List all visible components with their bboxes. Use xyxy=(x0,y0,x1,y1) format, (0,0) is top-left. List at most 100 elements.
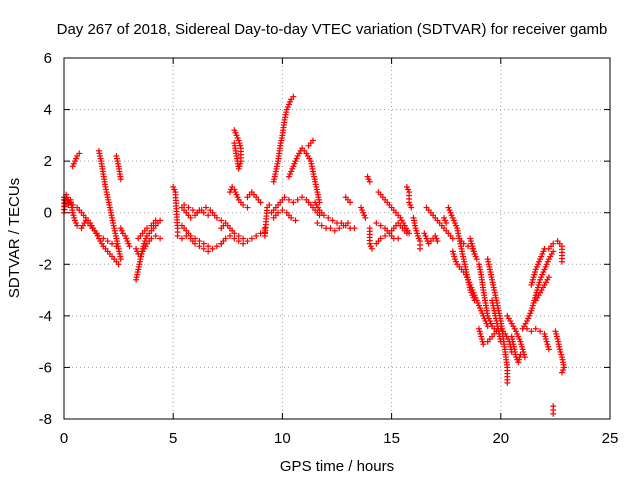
data-point xyxy=(69,201,76,208)
data-point xyxy=(200,245,207,252)
data-point xyxy=(347,199,354,206)
data-point xyxy=(213,243,220,250)
data-point xyxy=(550,248,557,255)
data-point xyxy=(299,194,306,201)
data-point xyxy=(117,176,124,183)
data-point xyxy=(209,245,216,252)
data-point xyxy=(187,214,194,221)
data-point xyxy=(517,351,524,358)
gridlines xyxy=(64,58,610,419)
data-point xyxy=(480,341,487,348)
data-point xyxy=(377,235,384,242)
data-point xyxy=(207,207,214,214)
data-point xyxy=(174,232,181,239)
data-point xyxy=(266,201,273,208)
data-point xyxy=(288,214,295,221)
data-point xyxy=(331,227,338,234)
data-points xyxy=(61,93,568,417)
data-point xyxy=(157,235,164,242)
y-tick-label: -2 xyxy=(39,256,52,273)
data-point xyxy=(231,230,238,237)
data-point xyxy=(222,235,229,242)
data-point xyxy=(497,338,504,345)
data-point xyxy=(395,235,402,242)
data-point xyxy=(148,235,155,242)
data-point xyxy=(117,256,124,263)
data-point xyxy=(473,256,480,263)
data-point xyxy=(231,140,238,147)
x-tick-label: 20 xyxy=(492,430,509,447)
data-point xyxy=(200,240,207,247)
y-axis-label: SDTVAR / TECUs xyxy=(6,178,23,298)
data-point xyxy=(550,410,557,417)
data-point xyxy=(196,243,203,250)
data-point xyxy=(292,217,299,224)
data-point xyxy=(257,199,264,206)
data-point xyxy=(336,225,343,232)
data-point xyxy=(244,238,251,245)
data-point xyxy=(382,232,389,239)
y-tick-label: 4 xyxy=(44,102,52,119)
data-point xyxy=(235,232,242,239)
data-point xyxy=(325,214,332,221)
data-point xyxy=(351,225,358,232)
data-point xyxy=(460,240,467,247)
data-point xyxy=(248,235,255,242)
data-point xyxy=(253,232,260,239)
data-point xyxy=(504,379,511,386)
data-point xyxy=(318,222,325,229)
data-point xyxy=(113,243,120,250)
data-point xyxy=(240,235,247,242)
data-point xyxy=(329,217,336,224)
data-point xyxy=(377,222,384,229)
data-point xyxy=(205,212,212,219)
x-tick-label: 15 xyxy=(383,430,400,447)
chart-title: Day 267 of 2018, Sidereal Day-to-day VTE… xyxy=(57,21,608,38)
data-point xyxy=(183,232,190,239)
data-point xyxy=(181,201,188,208)
data-point xyxy=(285,196,292,203)
data-point xyxy=(240,240,247,247)
data-point xyxy=(344,220,351,227)
data-point xyxy=(100,235,107,242)
data-point xyxy=(309,137,316,144)
data-point xyxy=(231,235,238,242)
data-point xyxy=(275,209,282,216)
data-point xyxy=(76,150,83,157)
data-point xyxy=(235,238,242,245)
data-point xyxy=(532,325,539,332)
data-point xyxy=(545,346,552,353)
data-point xyxy=(524,325,531,332)
data-point xyxy=(152,217,159,224)
data-point xyxy=(240,201,247,208)
data-point xyxy=(373,220,380,227)
data-point xyxy=(366,178,373,185)
data-point xyxy=(320,212,327,219)
data-point xyxy=(104,238,111,245)
data-point xyxy=(152,232,159,239)
data-point xyxy=(192,240,199,247)
data-point xyxy=(178,235,185,242)
y-tick-label: -4 xyxy=(39,308,52,325)
data-point xyxy=(537,328,544,335)
data-point xyxy=(205,248,212,255)
data-point xyxy=(558,258,565,265)
y-tick-label: 2 xyxy=(44,153,52,170)
data-point xyxy=(194,209,201,216)
data-point xyxy=(471,250,478,257)
data-point xyxy=(213,214,220,221)
x-tick-label: 0 xyxy=(60,430,68,447)
data-point xyxy=(143,225,150,232)
data-point xyxy=(244,204,251,211)
data-point xyxy=(126,243,133,250)
data-point xyxy=(545,274,552,281)
data-point xyxy=(550,240,557,247)
y-tick-label: 0 xyxy=(44,205,52,222)
data-point xyxy=(416,245,423,252)
data-point xyxy=(74,222,81,229)
data-point xyxy=(368,245,375,252)
y-tick-label: -8 xyxy=(39,411,52,428)
data-point xyxy=(202,204,209,211)
plot-frame xyxy=(63,57,611,420)
data-point xyxy=(449,235,456,242)
